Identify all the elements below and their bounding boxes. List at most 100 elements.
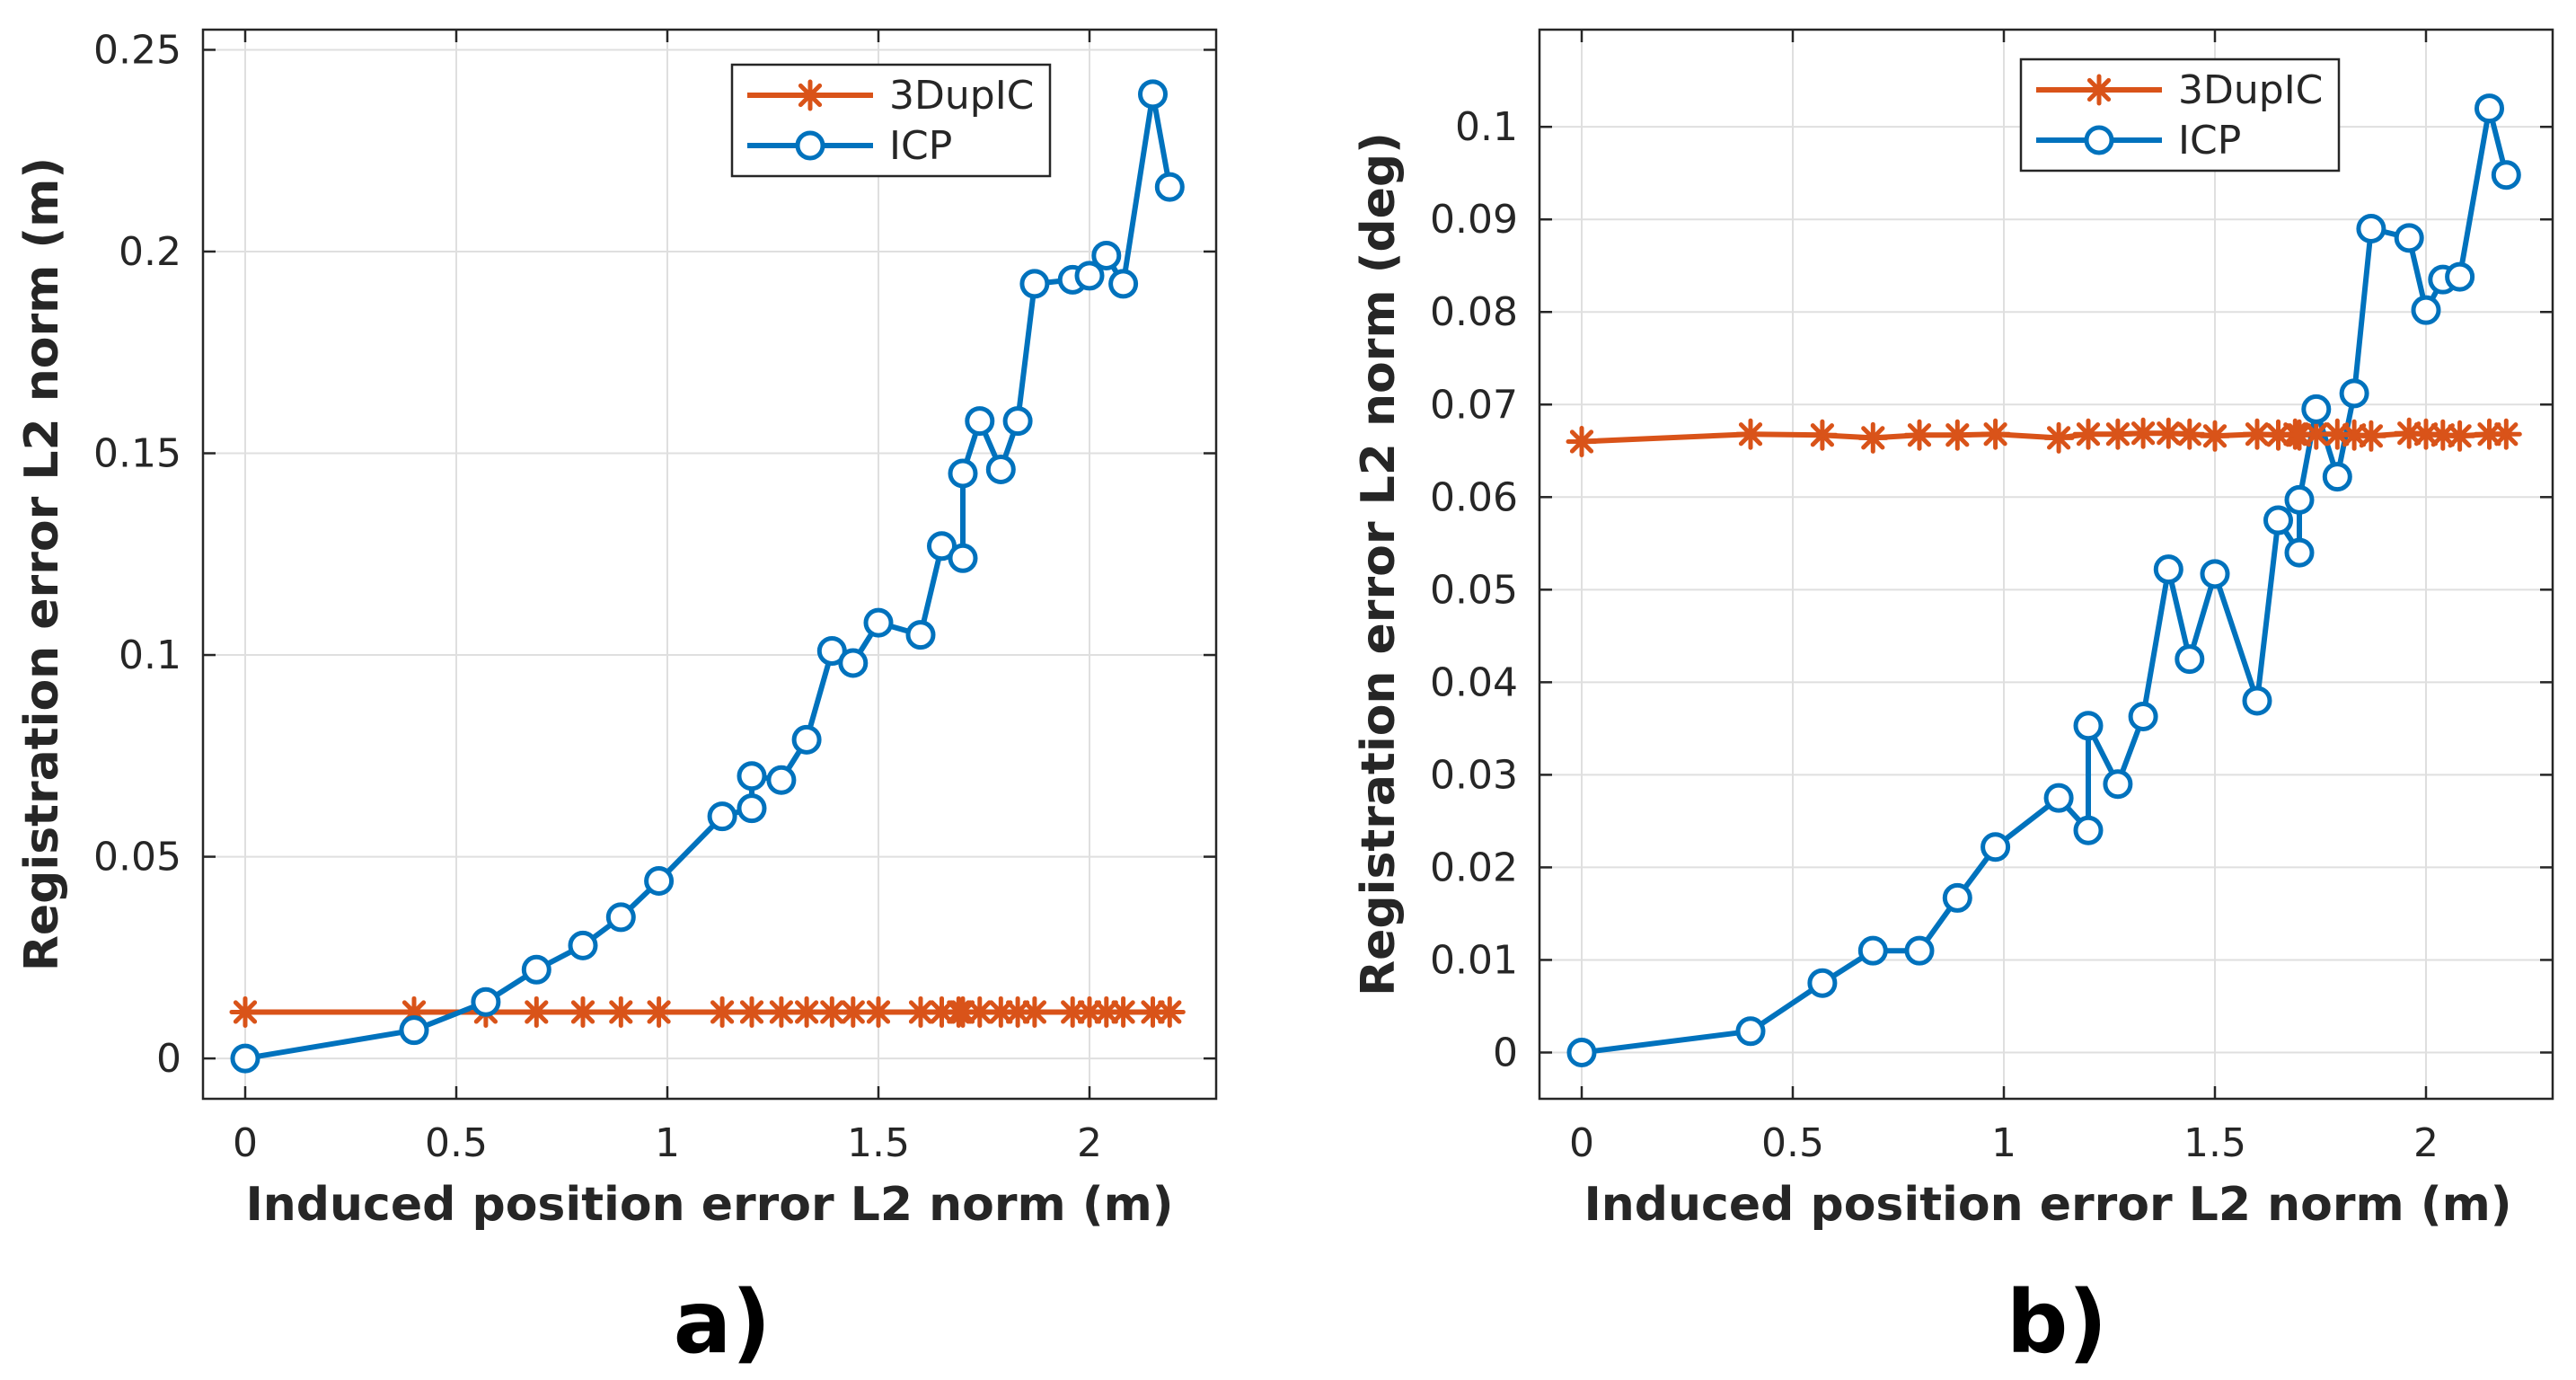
- y-tick-labels-a: 0 0.05 0.1 0.15 0.2 0.25: [93, 27, 181, 1082]
- data-point-icp: [1735, 1016, 1766, 1047]
- data-point-3dupic: [229, 995, 261, 1028]
- data-point-icp: [2475, 93, 2504, 124]
- legend-a: 3DupIC ICP: [730, 63, 1052, 178]
- data-point-3dupic: [1980, 418, 2012, 450]
- data-point-icp: [2322, 462, 2352, 492]
- data-point-icp: [2043, 783, 2074, 813]
- data-point-icp: [521, 954, 551, 985]
- data-point-icp: [1108, 269, 1139, 299]
- data-point-icp: [1981, 832, 2011, 862]
- data-point-3dupic: [1019, 995, 1051, 1028]
- data-point-icp: [2242, 686, 2272, 716]
- data-point-3dupic: [2174, 418, 2206, 450]
- y-tick-label: 0: [156, 1036, 181, 1082]
- data-point-icp: [1807, 968, 1838, 998]
- y-tick-label: 0.01: [1430, 937, 1518, 983]
- data-point-icp: [737, 761, 767, 792]
- data-point-icp: [2284, 484, 2315, 515]
- grid-b: [1539, 30, 2553, 1099]
- data-point-3dupic: [2241, 418, 2273, 450]
- data-point-icp: [1002, 406, 1033, 437]
- y-axis-label-b: Registration error L2 norm (deg): [1352, 132, 1406, 996]
- data-point-3dupic: [1001, 995, 1034, 1028]
- legend-label-3dupic-b: 3DupIC: [2178, 67, 2323, 113]
- y-tick-label: 0.09: [1430, 197, 1518, 243]
- data-point-icp: [2445, 261, 2475, 292]
- y-tick-label: 0.08: [1430, 289, 1518, 335]
- x-axis-label-b: Induced position error L2 norm (m): [1584, 1178, 2511, 1232]
- data-point-3dupic: [2355, 420, 2387, 452]
- data-point-icp: [2153, 554, 2183, 585]
- x-tick-label: 1: [655, 1120, 680, 1166]
- y-tick-label: 0.2: [119, 229, 181, 275]
- data-point-3dupic: [1806, 419, 1839, 451]
- data-point-3dupic: [1941, 419, 1973, 451]
- y-tick-label: 0.04: [1430, 659, 1518, 705]
- y-tick-label: 0.03: [1430, 752, 1518, 798]
- data-point-3dupic: [1107, 995, 1140, 1028]
- y-tick-labels-b: 0 0.01 0.02 0.03 0.04 0.05 0.06 0.07 0.08 0.09 0.1: [1430, 104, 1518, 1075]
- data-point-icp: [2301, 394, 2332, 424]
- data-point-3dupic: [2102, 418, 2134, 450]
- data-point-icp: [1857, 935, 1888, 966]
- legend-label-icp-b: ICP: [2178, 118, 2241, 164]
- data-point-icp: [948, 543, 978, 573]
- data-point-icp: [1138, 79, 1168, 110]
- y-tick-label: 0.1: [119, 632, 181, 678]
- y-tick-label: 0.05: [93, 835, 181, 880]
- x-tick-label: 0.5: [425, 1120, 488, 1166]
- data-point-3dupic: [790, 995, 823, 1028]
- markers-b: [1566, 93, 2522, 1067]
- axes-box-b: [1538, 28, 2554, 1101]
- data-point-icp: [737, 793, 767, 824]
- data-point-3dupic: [2042, 421, 2075, 454]
- data-point-3dupic: [1137, 995, 1169, 1028]
- legend-b: 3DupIC ICP: [2019, 58, 2341, 172]
- data-point-icp: [1154, 172, 1185, 202]
- data-point-3dupic: [2321, 418, 2353, 450]
- legend-symbol: [2083, 74, 2115, 106]
- data-point-icp: [965, 406, 995, 437]
- data-point-icp: [1074, 261, 1105, 291]
- data-point-icp: [1566, 1037, 1597, 1067]
- y-tick-label: 0.07: [1430, 382, 1518, 428]
- data-point-3dupic: [2338, 419, 2370, 451]
- legend-box-a: [730, 63, 1052, 178]
- ticks-a: [203, 30, 1216, 1099]
- legend-symbol: [794, 79, 826, 111]
- data-point-3dupic: [765, 995, 798, 1028]
- legend-marker-icp-a: [795, 130, 825, 161]
- legend-label-icp-a: ICP: [889, 123, 952, 169]
- x-tick-label: 1.5: [847, 1120, 910, 1166]
- plot-area-a: [203, 30, 1216, 1099]
- y-axis-label-a: Registration error L2 norm (m): [15, 157, 69, 971]
- markers-a: [229, 79, 1186, 1074]
- data-point-icp: [230, 1043, 260, 1074]
- data-point-icp: [1091, 240, 1122, 270]
- data-point-icp: [2491, 160, 2521, 190]
- x-tick-label: 2: [2413, 1120, 2439, 1166]
- data-point-3dupic: [1566, 425, 1598, 457]
- data-point-3dupic: [2199, 420, 2231, 452]
- data-point-3dupic: [736, 995, 768, 1028]
- data-point-icp: [605, 902, 636, 933]
- data-point-3dupic: [816, 995, 848, 1028]
- x-tick-label: 0: [1569, 1120, 1594, 1166]
- data-point-icp: [471, 986, 501, 1017]
- legend-symbol: [795, 130, 825, 161]
- data-point-icp: [2356, 214, 2386, 244]
- data-point-icp: [766, 765, 797, 795]
- legend-label-3dupic-a: 3DupIC: [889, 73, 1034, 119]
- plot-area-b: [1539, 30, 2553, 1099]
- data-point-icp: [985, 454, 1016, 484]
- data-point-icp: [2073, 815, 2104, 845]
- y-tick-label: 0.05: [1430, 567, 1518, 613]
- data-point-3dupic: [567, 995, 599, 1028]
- legend-box-b: [2019, 58, 2341, 172]
- data-point-3dupic: [1056, 995, 1089, 1028]
- y-tick-label: 0.06: [1430, 474, 1518, 520]
- data-point-3dupic: [862, 995, 895, 1028]
- data-point-icp: [2128, 701, 2158, 731]
- data-point-3dupic: [1734, 418, 1767, 450]
